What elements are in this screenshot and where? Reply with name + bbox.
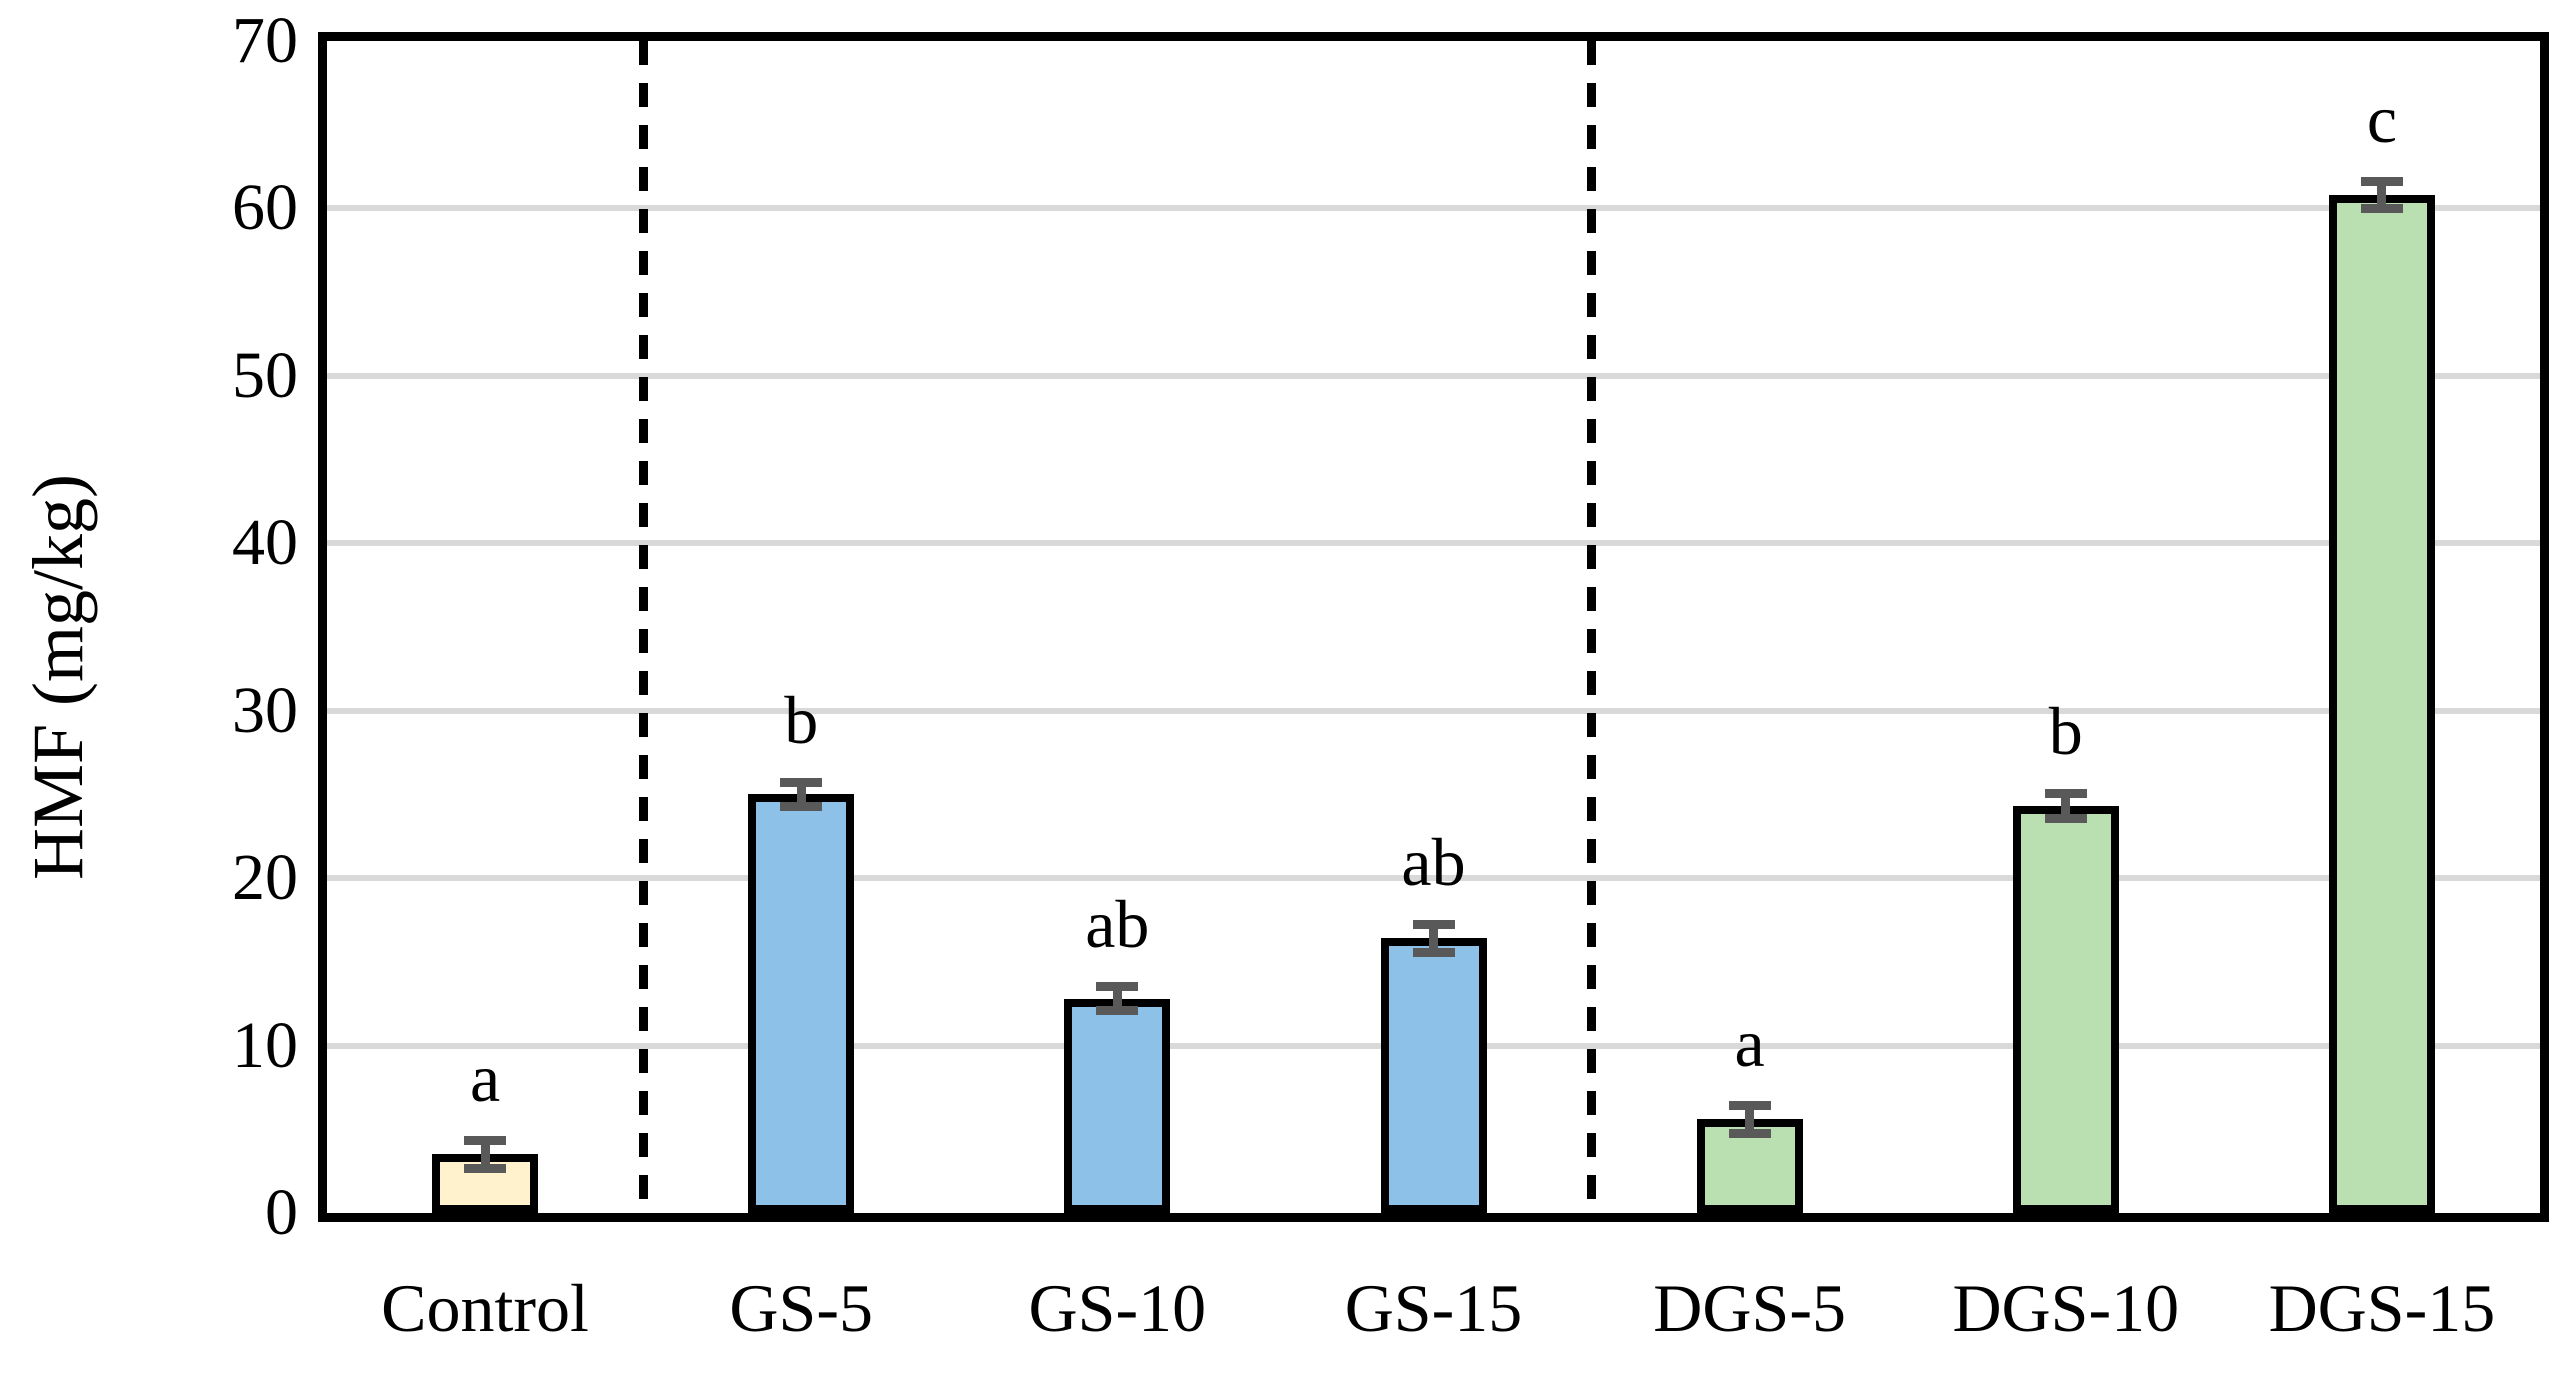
error-bar-gs-10 xyxy=(1112,981,1122,1016)
significance-letter-gs-5: b xyxy=(784,681,819,758)
dashed-separator-after-gs-15 xyxy=(1587,41,1597,1213)
error-cap-top-gs-5 xyxy=(780,777,823,787)
plot-area: a b ab ab a b c xyxy=(318,32,2549,1222)
error-cap-bottom-gs-10 xyxy=(1096,1006,1139,1016)
error-bar-control xyxy=(480,1136,490,1173)
x-category-label-control: Control xyxy=(381,1270,589,1346)
significance-letter-control: a xyxy=(469,1039,501,1116)
bar-gs-5 xyxy=(748,794,855,1213)
gridline-40 xyxy=(327,540,2540,547)
y-tick-label-70: 70 xyxy=(232,4,298,77)
significance-letter-dgs-10: b xyxy=(2048,693,2083,770)
bar-control xyxy=(432,1154,539,1213)
error-cap-bottom-gs-5 xyxy=(780,802,823,812)
dashed-separator-after-control xyxy=(638,41,648,1213)
error-bar-gs-5 xyxy=(796,777,806,812)
y-tick-label-30: 30 xyxy=(232,673,298,747)
error-bar-gs-15 xyxy=(1429,920,1438,957)
significance-letter-dgs-5: a xyxy=(1734,1004,1765,1081)
x-category-label-gs-15: GS-15 xyxy=(1344,1270,1523,1346)
error-cap-bottom-dgs-10 xyxy=(2044,813,2087,823)
error-bar-dgs-10 xyxy=(2061,789,2071,823)
gridline-20 xyxy=(327,875,2540,882)
y-tick-label-20: 20 xyxy=(232,841,298,915)
y-tick-label-0: 0 xyxy=(265,1176,298,1249)
gridline-30 xyxy=(327,707,2540,714)
error-bar-dgs-15 xyxy=(2377,176,2387,214)
error-cap-top-control xyxy=(464,1135,507,1145)
error-cap-bottom-dgs-5 xyxy=(1728,1128,1771,1138)
error-cap-top-gs-10 xyxy=(1096,981,1139,991)
x-category-label-dgs-5: DGS-5 xyxy=(1653,1270,1846,1346)
significance-letter-gs-15: ab xyxy=(1401,824,1466,900)
x-category-label-gs-10: GS-10 xyxy=(1028,1270,1207,1346)
y-tick-label-10: 10 xyxy=(232,1008,298,1082)
y-tick-label-40: 40 xyxy=(232,506,298,580)
gridline-50 xyxy=(327,372,2540,379)
y-tick-label-60: 60 xyxy=(232,171,298,245)
error-cap-top-gs-15 xyxy=(1412,920,1455,929)
error-bar-dgs-5 xyxy=(1745,1100,1755,1138)
error-cap-bottom-dgs-15 xyxy=(2360,204,2403,214)
x-category-label-dgs-10: DGS-10 xyxy=(1952,1270,2180,1346)
error-cap-bottom-gs-15 xyxy=(1412,947,1455,957)
y-tick-label-50: 50 xyxy=(232,338,298,412)
bar-dgs-15 xyxy=(2328,195,2435,1213)
bar-gs-15 xyxy=(1380,938,1487,1213)
gridline-60 xyxy=(327,205,2540,212)
y-axis-title: HMF (mg/kg) xyxy=(18,473,98,880)
x-category-label-dgs-15: DGS-15 xyxy=(2268,1270,2496,1346)
x-category-label-gs-5: GS-5 xyxy=(729,1270,873,1346)
bar-dgs-10 xyxy=(2012,806,2119,1213)
significance-letter-gs-10: ab xyxy=(1085,885,1150,962)
error-cap-top-dgs-15 xyxy=(2360,176,2403,186)
error-cap-top-dgs-5 xyxy=(1728,1100,1771,1110)
bar-gs-10 xyxy=(1064,998,1171,1213)
error-cap-top-dgs-10 xyxy=(2044,789,2087,799)
significance-letter-dgs-15: c xyxy=(2366,80,2398,157)
error-cap-bottom-control xyxy=(464,1163,507,1173)
